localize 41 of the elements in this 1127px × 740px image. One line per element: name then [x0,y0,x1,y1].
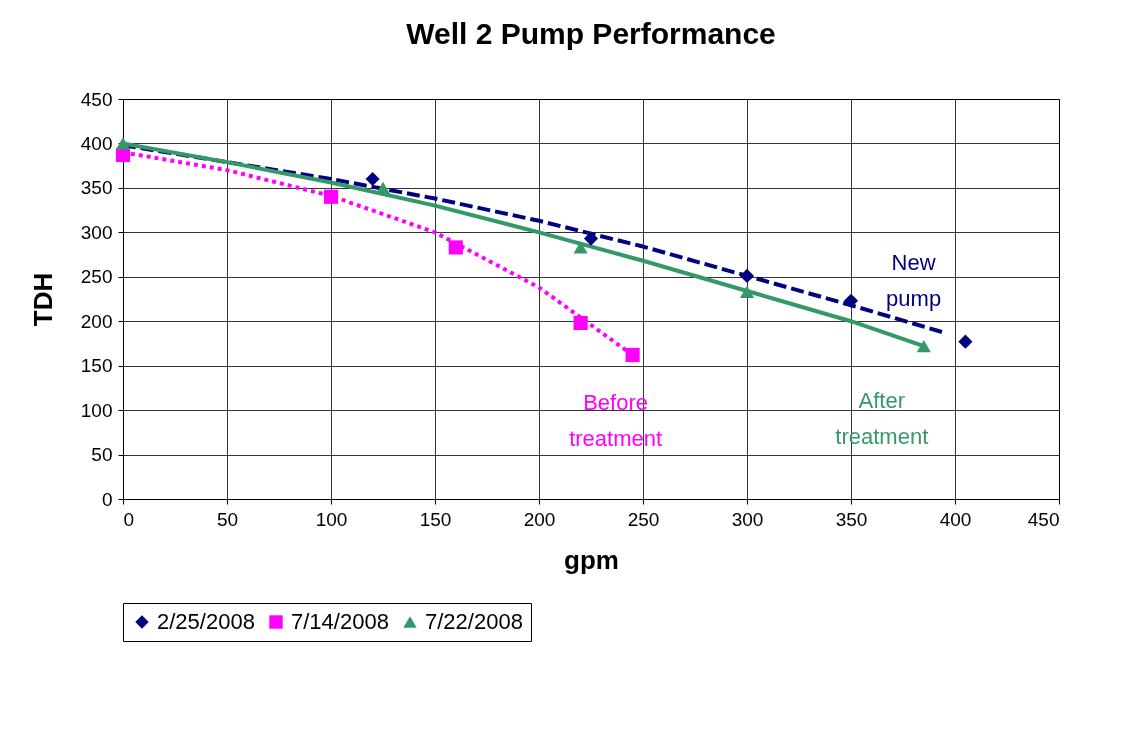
x-tick-label: 450 [1027,508,1060,530]
x-tick-label: 50 [216,508,239,530]
point [958,334,973,349]
point [115,137,131,150]
point [916,339,931,353]
y-tick-label: 100 [80,399,113,421]
point [448,240,463,255]
legend-label: 2/25/2008 [157,609,255,634]
point [573,241,588,254]
x-axis-title: gpm [564,544,619,575]
point [365,171,380,187]
x-tick-label: 250 [627,508,660,530]
point [375,181,391,195]
y-tick-label: 350 [80,177,113,199]
point [739,285,755,299]
y-axis-title: TDH [27,272,58,327]
point [323,189,339,204]
y-tick-label: 250 [80,266,113,288]
x-tick-label: 100 [315,508,348,530]
chart-title: Well 2 Pump Performance [406,17,776,50]
y-tick-label: 200 [80,310,113,332]
y-tick-label: 50 [91,444,113,466]
point [739,268,755,283]
y-tick-label: 0 [101,488,113,510]
legend-label: 7/22/2008 [425,609,523,634]
x-tick-label: 0 [123,508,135,530]
point [573,315,588,331]
x-tick-label: 200 [523,508,556,530]
y-tick-label: 150 [80,355,113,377]
point [583,231,599,246]
x-tick-label: 300 [731,508,764,530]
legend-label: 7/14/2008 [291,609,389,634]
y-tick-label: 450 [80,88,113,110]
y-tick-label: 400 [80,132,113,154]
x-tick-label: 150 [419,508,452,530]
point [843,293,859,308]
annotation: New pump [886,249,942,311]
x-tick-label: 400 [939,508,972,530]
x-tick-label: 350 [835,508,868,530]
y-tick-label: 300 [80,221,113,243]
point [625,347,640,363]
